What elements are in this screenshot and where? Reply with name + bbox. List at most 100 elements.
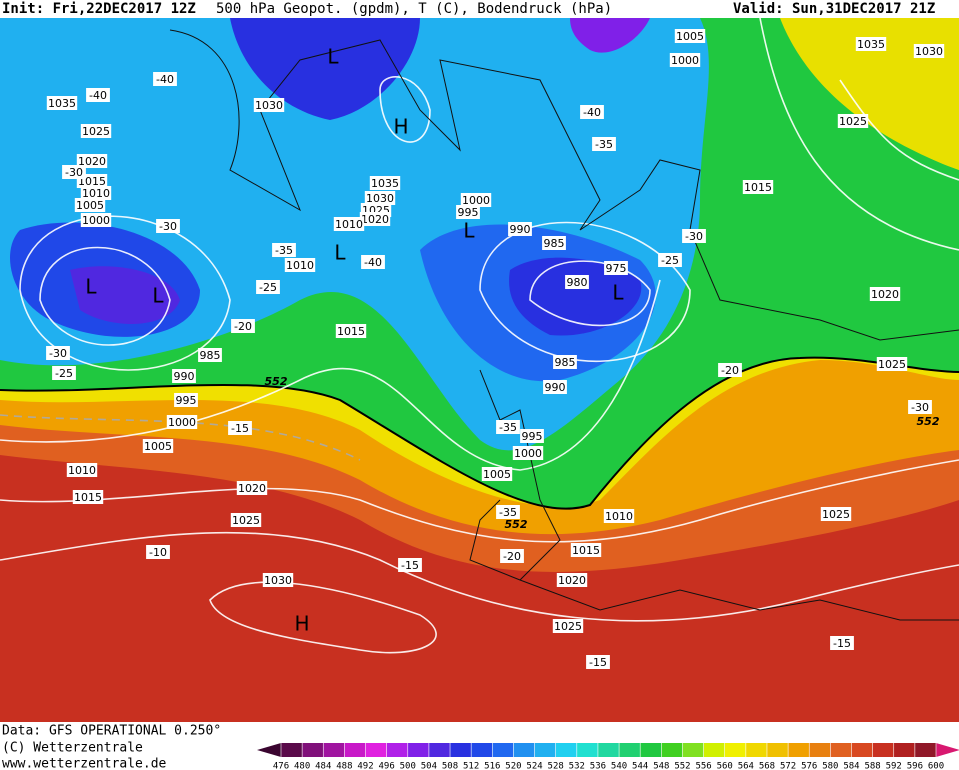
pressure-center: H: [393, 115, 408, 139]
isobar-label-box: [359, 212, 391, 226]
temperature-label-box: [86, 88, 110, 102]
isobar-label-box: [364, 191, 396, 205]
isobar-label-box: [481, 467, 513, 481]
colorbar-swatch: [428, 743, 451, 757]
field: [70, 266, 180, 324]
temperature-label: -15: [589, 656, 607, 669]
isobar-label-box: [742, 180, 774, 194]
website: www.wetterzentrale.de: [2, 757, 167, 770]
colorbar-label: 532: [569, 762, 585, 770]
isobar-label: 990: [545, 381, 566, 394]
isobar: [759, 17, 959, 251]
temperature-label: -40: [364, 256, 382, 269]
isobar: [0, 459, 959, 543]
isobar-label-box: [913, 44, 945, 58]
colorbar-label: 552: [674, 762, 690, 770]
isobar-label-box: [284, 258, 316, 272]
temperature-label: -10: [149, 546, 167, 559]
temperature-label-box: [682, 229, 706, 243]
temperature-label-box: [146, 545, 170, 559]
copyright: (C) Wetterzentrale: [2, 741, 143, 756]
pressure-center: L: [85, 275, 97, 299]
field: [570, 18, 650, 53]
temperature-label: -30: [159, 220, 177, 233]
isobar-label: 1025: [839, 115, 867, 128]
isobar-label-box: [820, 507, 852, 521]
colorbar-swatch: [281, 743, 303, 757]
isobar-label-box: [508, 222, 532, 236]
temperature-label: -35: [595, 138, 613, 151]
isobar: [39, 246, 171, 346]
temperature-label-box: [52, 366, 76, 380]
temperature-label-box: [908, 400, 932, 414]
colorbar-swatch: [809, 743, 831, 757]
colorbar-label: 536: [590, 762, 606, 770]
isobar-label-box: [236, 481, 268, 495]
temperature-label: -25: [259, 281, 277, 294]
isobar-label-box: [456, 205, 480, 219]
colorbar-swatch: [872, 743, 894, 757]
temperature-label: -35: [499, 506, 517, 519]
isobar-label: 990: [510, 223, 531, 236]
pressure-center: H: [294, 612, 309, 636]
colorbar-swatch: [597, 743, 620, 757]
colorbar-label: 476: [273, 762, 289, 770]
colorbar-label: 512: [463, 762, 479, 770]
isobar-label: 1000: [82, 214, 110, 227]
temperature-label: -40: [89, 89, 107, 102]
colorbar-label: 484: [315, 762, 331, 770]
colorbar: 476 480 484 488 492 496 500 504 508 512 516 520 524 5…: [257, 743, 959, 770]
colorbar-swatch: [365, 743, 387, 757]
pressure-center: L: [152, 284, 164, 308]
isobar-label: 1000: [671, 54, 699, 67]
colorbar-label: 524: [526, 762, 542, 770]
isobar-label-box: [552, 619, 584, 633]
isobar: [839, 79, 959, 181]
temperature-label-box: [272, 243, 296, 257]
pressure-center: L: [327, 45, 339, 69]
header-band: [0, 0, 959, 18]
colorbar-swatch: [914, 743, 936, 757]
isobar-label-box: [172, 369, 196, 383]
colorbar-label: 480: [294, 762, 310, 770]
isobar-label-box: [66, 463, 98, 477]
temperature-label: -20: [503, 550, 521, 563]
colorbar-label: 560: [717, 762, 733, 770]
isobar-label: 985: [200, 349, 221, 362]
colorbar-swatch: [788, 743, 810, 757]
isobar-label-box: [166, 415, 198, 429]
isobar-label-box: [570, 543, 602, 557]
temperature-label: -15: [231, 422, 249, 435]
temperature-label: -25: [661, 254, 679, 267]
colorbar-swatch: [450, 743, 472, 757]
field: [230, 18, 420, 120]
isobar-label-box: [174, 393, 198, 407]
temperature-label-box: [830, 636, 854, 650]
isobar-label-box: [80, 124, 112, 138]
init-time: Init: Fri,22DEC2017 12Z: [2, 1, 196, 17]
colorbar-label: 588: [864, 762, 880, 770]
colorbar-label: 492: [357, 762, 373, 770]
colorbar-label: 596: [907, 762, 923, 770]
isobar: [529, 260, 651, 327]
isobar-label: 1030: [915, 45, 943, 58]
temperature-label: -30: [49, 347, 67, 360]
temperature-label-box: [398, 558, 422, 572]
isobar-label: 1010: [286, 259, 314, 272]
colorbar-swatch: [344, 743, 366, 757]
temperature-label-box: [580, 105, 604, 119]
temperature-label-box: [228, 421, 252, 435]
map-labels: 1035102510201015101010051000985990995100…: [46, 29, 945, 669]
coastline: [169, 29, 959, 621]
colorbar-swatch: [513, 743, 535, 757]
colorbar-label: 580: [822, 762, 838, 770]
colorbar-swatch: [640, 743, 662, 757]
field: [509, 257, 642, 336]
temperature-label: -40: [156, 73, 174, 86]
map: [0, 17, 959, 722]
isobar-label: 1015: [572, 544, 600, 557]
temperature-label-box: [46, 346, 70, 360]
colorbar-label: 568: [759, 762, 775, 770]
colorbar-label: 584: [843, 762, 859, 770]
isobar-label-box: [46, 96, 78, 110]
